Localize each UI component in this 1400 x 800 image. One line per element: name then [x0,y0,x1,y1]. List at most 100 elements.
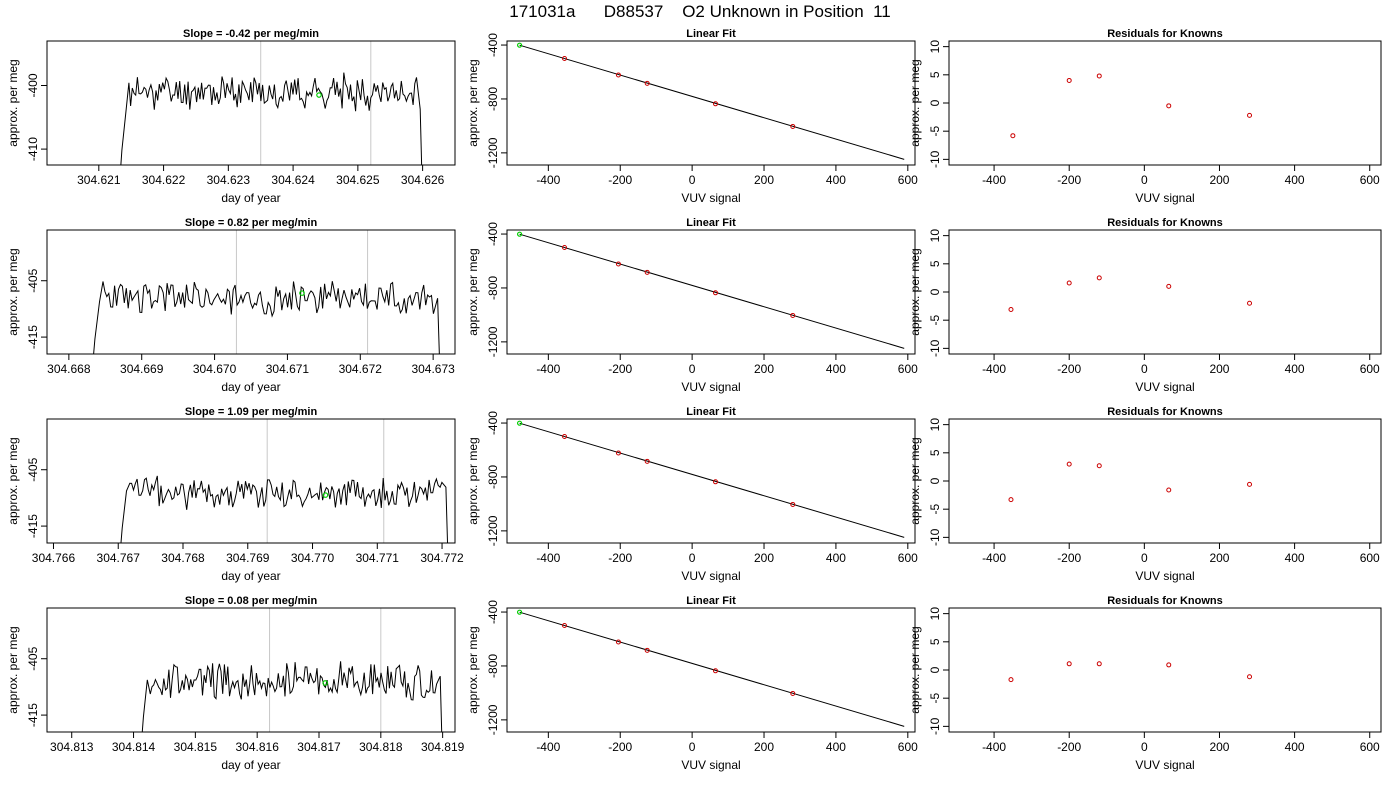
y-tick-label: -410 [26,137,40,161]
residual-point [1247,112,1253,118]
x-tick-label: 200 [1209,173,1229,187]
panel-0-0: Slope = -0.42 per meg/min 304.621 304.622 3… [6,28,456,205]
panel-title: Linear Fit [686,217,736,229]
y-tick-label: 5 [928,449,942,456]
y-tick-label: 10 [928,40,942,54]
plot-content [93,230,440,354]
x-axis-label: VUV signal [1135,569,1194,583]
y-tick-label: 10 [928,607,942,621]
panel-title: Residuals for Knowns [1107,28,1223,40]
x-tick-label: -400 [982,362,1006,376]
x-tick-label: -400 [536,551,560,565]
x-tick-label: 304.815 [174,740,218,754]
x-tick-label: 304.819 [421,740,465,754]
plot-frame [948,229,1382,355]
x-tick-label: 200 [754,173,774,187]
y-tick-label: -400 [486,600,500,624]
y-tick-label: -1200 [486,326,500,357]
panel-1-1: Linear Fit -400 -200 0 200 400 600 -400 -800 -120… [466,217,918,394]
x-tick-label: 600 [1360,362,1380,376]
y-axis-label: approx. per meg [466,626,480,713]
x-tick-label: 600 [898,362,918,376]
y-axis-label: approx. per meg [466,59,480,146]
x-axis-label: VUV signal [1135,758,1194,772]
x-tick-label: 304.669 [120,362,164,376]
panel-title: Residuals for Knowns [1107,595,1223,607]
panel-title: Linear Fit [686,406,736,418]
x-tick-label: -200 [608,551,632,565]
y-tick-label: -400 [486,33,500,57]
known-point [790,123,796,129]
x-tick-label: 0 [689,740,696,754]
panel-2-2: Residuals for Knowns -400 -200 0 200 400 600 10… [908,406,1382,583]
x-tick-label: 400 [1285,362,1305,376]
plot-content [516,42,905,160]
residual-point [1096,275,1102,281]
x-tick-label: 304.768 [161,551,205,565]
x-tick-label: -400 [536,173,560,187]
unknown-point [516,609,523,615]
residual-point [1166,487,1172,493]
x-tick-label: 304.767 [97,551,141,565]
known-point [615,450,621,456]
y-tick-label: -5 [928,504,942,515]
y-tick-label: -5 [928,315,942,326]
known-point [790,690,796,696]
x-tick-label: 0 [689,173,696,187]
panel-title: Slope = 0.82 per meg/min [185,217,318,229]
panel-title: Residuals for Knowns [1107,217,1223,229]
unknown-marker [299,290,305,296]
fit-line [519,422,905,538]
y-tick-label: -405 [26,646,40,670]
x-tick-label: 200 [1209,551,1229,565]
known-point [562,245,568,251]
y-axis-label: approx. per meg [908,626,922,713]
panel-3-1: Linear Fit -400 -200 0 200 400 600 -400 -800 -120… [466,595,918,772]
x-tick-label: 0 [689,362,696,376]
x-tick-label: 0 [1141,362,1148,376]
x-tick-label: 304.623 [207,173,251,187]
panel-title: Slope = 1.09 per meg/min [185,406,318,418]
y-tick-label: 0 [928,477,942,484]
x-tick-label: -200 [608,173,632,187]
x-tick-label: 600 [1360,740,1380,754]
y-tick-label: -800 [486,87,500,111]
panel-2-0: Slope = 1.09 per meg/min 304.766 304.767 30… [6,406,464,583]
plot-frame [46,418,456,544]
panel-1-0: Slope = 0.82 per meg/min 304.668 304.669 30… [6,217,456,394]
x-tick-label: 400 [826,551,846,565]
x-tick-label: 304.626 [401,173,445,187]
unknown-marker [322,680,328,686]
plot-frame [506,40,916,166]
x-tick-label: 200 [754,362,774,376]
residual-point [1008,497,1014,503]
y-tick-label: -800 [486,276,500,300]
known-point [644,458,650,464]
x-tick-label: -200 [1057,740,1081,754]
residual-point [1008,306,1014,312]
known-point [615,72,621,78]
panel-title: Slope = 0.08 per meg/min [185,595,318,607]
series-line [120,475,449,543]
x-axis-label: VUV signal [1135,380,1194,394]
y-tick-label: 10 [928,418,942,432]
x-tick-label: 0 [1141,740,1148,754]
panel-0-1: Linear Fit -400 -200 0 200 400 600 -400 -800 -120… [466,28,918,205]
y-tick-label: -10 [928,339,942,357]
plot-frame [506,607,916,733]
x-tick-label: 304.668 [47,362,91,376]
y-tick-label: -415 [26,703,40,727]
x-axis-label: VUV signal [681,569,740,583]
plot-frame [948,40,1382,166]
y-axis-label: approx. per meg [6,248,20,335]
y-tick-label: 5 [928,71,942,78]
x-axis-label: VUV signal [681,380,740,394]
y-tick-label: 5 [928,260,942,267]
known-point [712,101,718,107]
y-tick-label: -405 [26,268,40,292]
figure-title: 171031a D88537 O2 Unknown in Position 11 [509,2,891,21]
x-tick-label: 200 [1209,740,1229,754]
plot-frame [506,418,916,544]
fit-line [519,611,905,727]
